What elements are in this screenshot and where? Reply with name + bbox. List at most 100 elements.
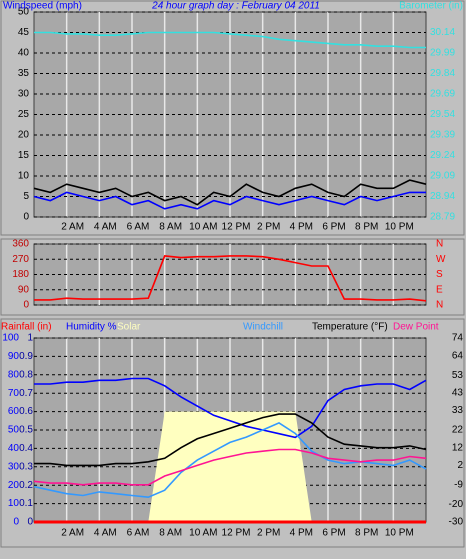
y3-tick-label: 0.5 <box>19 425 33 436</box>
y2-tick-label: 29.39 <box>430 130 455 141</box>
y-tick-label: 0 <box>23 300 29 311</box>
y-tick-label: 0 <box>13 517 19 528</box>
x-tick-label: 6 AM <box>127 528 150 539</box>
y2-tick-label: -30 <box>449 517 464 528</box>
series-label: Temperature (°F) <box>312 322 388 333</box>
y2-tick-label: S <box>436 269 443 280</box>
y-tick-label: 60 <box>8 406 20 417</box>
panel-frame <box>0 0 465 236</box>
series-label: Windspeed (mph) <box>3 1 82 12</box>
line <box>33 448 427 486</box>
line <box>34 413 427 467</box>
line <box>33 191 426 210</box>
y-tick-label: 30 <box>18 89 30 100</box>
y3-tick-label: 0.1 <box>19 498 33 509</box>
y3-tick-label: 0.2 <box>19 480 33 491</box>
x-tick-label: 8 PM <box>355 222 378 233</box>
x-tick-label: 6 PM <box>322 528 345 539</box>
y3-tick-label: 0.3 <box>19 461 33 472</box>
y-tick-label: 5 <box>23 191 29 202</box>
area <box>34 411 426 522</box>
y2-tick-label: 29.24 <box>430 150 455 161</box>
y-tick-label: 100 <box>2 333 19 344</box>
x-tick-label: 6 PM <box>322 222 345 233</box>
y2-tick-label: -9 <box>454 479 463 490</box>
y-tick-label: 70 <box>8 388 20 399</box>
y3-tick-label: 0.7 <box>19 388 33 399</box>
x-tick-label: 8 PM <box>355 528 378 539</box>
y-tick-label: 90 <box>18 284 30 295</box>
x-tick-label: 10 PM <box>385 222 414 233</box>
y2-tick-label: 30.14 <box>430 27 455 38</box>
x-tick-label: 4 AM <box>94 222 117 233</box>
y2-tick-label: -20 <box>449 499 464 510</box>
x-tick-label: 2 AM <box>61 222 84 233</box>
y2-tick-label: 29.84 <box>430 68 455 79</box>
y2-tick-label: 22 <box>452 425 464 436</box>
y3-tick-label: 0.6 <box>19 406 33 417</box>
series-label: Dew Point <box>393 322 439 333</box>
chart-title: 24 hour graph day : February 04 2011 <box>151 1 320 12</box>
y2-tick-label: E <box>436 284 443 295</box>
y3-tick-label: 1 <box>27 333 33 344</box>
y-tick-label: 45 <box>18 27 30 38</box>
y-tick-label: 35 <box>18 68 30 79</box>
y-tick-label: 25 <box>18 109 30 120</box>
series-label: Humidity % <box>66 322 117 333</box>
line <box>33 179 427 206</box>
y-tick-label: 20 <box>18 130 30 141</box>
x-tick-label: 2 AM <box>61 528 84 539</box>
y-tick-label: 10 <box>18 171 30 182</box>
x-tick-label: 8 AM <box>159 222 182 233</box>
y2-tick-label: N <box>436 300 443 311</box>
x-tick-label: 4 PM <box>290 528 313 539</box>
y2-tick-label: 64 <box>452 350 464 361</box>
x-tick-label: 12 PM <box>222 222 251 233</box>
y2-tick-label: 43 <box>452 387 464 398</box>
series-label: Windchill <box>243 322 283 333</box>
y2-tick-label: 74 <box>452 333 464 344</box>
y-tick-label: 40 <box>18 48 30 59</box>
y2-tick-label: 29.69 <box>430 89 455 100</box>
y2-tick-label: 28.79 <box>430 212 455 223</box>
y-tick-label: 50 <box>18 7 30 18</box>
line <box>34 31 426 49</box>
y-tick-label: 0 <box>23 212 29 223</box>
y3-tick-label: 0.9 <box>19 351 33 362</box>
x-tick-label: 10 AM <box>189 528 217 539</box>
panel-frame <box>0 238 465 316</box>
y3-tick-label: 0 <box>27 517 33 528</box>
y2-tick-label: 29.09 <box>430 171 455 182</box>
x-tick-label: 10 PM <box>385 528 414 539</box>
x-tick-label: 10 AM <box>189 222 217 233</box>
y-tick-label: 40 <box>8 443 20 454</box>
y2-tick-label: W <box>436 254 446 265</box>
y2-tick-label: 28.94 <box>430 191 455 202</box>
y-tick-label: 15 <box>18 150 30 161</box>
x-tick-label: 4 AM <box>94 528 117 539</box>
y-tick-label: 80 <box>8 369 20 380</box>
x-tick-label: 6 AM <box>127 222 150 233</box>
y2-tick-label: 2 <box>457 460 463 471</box>
x-tick-label: 12 PM <box>222 528 251 539</box>
y2-tick-label: 12 <box>452 442 464 453</box>
y-tick-label: 10 <box>8 498 20 509</box>
y2-tick-label: 29.54 <box>430 109 455 120</box>
line <box>34 377 427 439</box>
x-tick-label: 4 PM <box>290 222 313 233</box>
x-tick-label: 8 AM <box>159 528 182 539</box>
y2-tick-label: 33 <box>452 405 464 416</box>
series-label: Solar <box>117 322 141 333</box>
y2-tick-label: N <box>436 239 443 250</box>
series-label: Rainfall (in) <box>1 322 52 333</box>
y-tick-label: 30 <box>8 461 20 472</box>
series-label: Barometer (in) <box>399 1 463 12</box>
y-tick-label: 90 <box>8 351 20 362</box>
y2-tick-label: 29.99 <box>430 48 455 59</box>
x-tick-label: 2 PM <box>257 222 280 233</box>
y-tick-label: 20 <box>8 480 20 491</box>
y-tick-label: 360 <box>12 239 29 250</box>
y2-tick-label: 53 <box>452 370 464 381</box>
line <box>34 255 427 302</box>
